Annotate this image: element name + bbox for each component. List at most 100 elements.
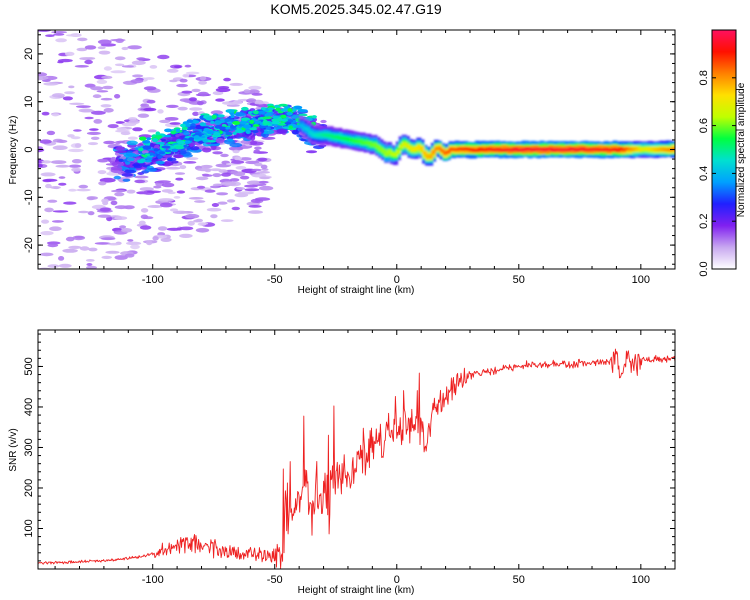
spectrogram-cell — [185, 71, 200, 75]
spectrogram-xtick-label: -100 — [142, 274, 164, 286]
spectrogram-cell — [248, 85, 262, 90]
spectrogram-cell — [55, 164, 70, 168]
spectrogram-cell — [157, 54, 170, 60]
spectrogram-cell — [242, 124, 252, 129]
spectrogram-cell — [161, 189, 174, 193]
spectrogram-cell — [90, 110, 106, 115]
spectrogram-ridge-cell — [410, 147, 416, 152]
spectrogram-ridge-cell — [606, 148, 612, 152]
spectrogram-ridge-cell — [316, 133, 322, 137]
spectrogram-ytick-label: 10 — [23, 96, 35, 108]
spectrogram-cell — [198, 80, 208, 85]
spectrogram-ridge-cell — [428, 154, 434, 159]
spectrogram-cell — [157, 109, 164, 114]
spectrogram-cell — [287, 108, 293, 113]
spectrogram-cell — [169, 79, 178, 83]
colorbar-tick-label: 0.0 — [698, 261, 710, 276]
spectrogram-cell — [137, 113, 150, 118]
spectrogram-cell — [199, 76, 207, 81]
spectrogram-cell — [230, 135, 237, 139]
spectrogram-ridge-cell — [346, 137, 352, 142]
spectrogram-cell — [233, 171, 246, 177]
spectrogram-ridge-cell — [322, 133, 328, 138]
spectrogram-cell — [239, 175, 250, 180]
spectrogram-ridge-cell — [328, 133, 334, 138]
spectrogram-cell — [258, 185, 274, 191]
spectrogram-cell — [184, 64, 192, 68]
spectrogram-ridge-cell — [395, 149, 401, 154]
spectrogram-cell — [114, 216, 128, 221]
spectrogram-ridge-cell — [504, 148, 510, 152]
colorbar-label: Normalized spectral amplitude — [736, 82, 747, 217]
spectrogram-frame — [37, 29, 676, 270]
spectrogram-cell — [225, 109, 235, 113]
spectrogram-cell — [146, 240, 153, 246]
spectrogram-ridge-cell — [480, 148, 486, 152]
spectrogram-ridge-cell — [633, 147, 639, 151]
spectrogram-cell — [71, 167, 81, 172]
spectrogram-cell — [238, 191, 255, 195]
spectrogram-cell — [163, 160, 174, 166]
spectrogram-cell — [101, 198, 109, 204]
spectrogram-cell — [44, 207, 54, 213]
spectrogram-ridge-cell — [638, 147, 645, 151]
colorbar-ticks: 0.0 0.2 0.4 0.6 0.8 — [698, 70, 736, 277]
spectrogram-cell — [114, 56, 126, 61]
spectrogram-cell — [165, 166, 181, 170]
spectrogram-ridge-cell — [363, 140, 369, 145]
spectrogram-cell — [68, 188, 77, 192]
spectrogram-cell — [56, 139, 68, 143]
spectrogram-cell — [243, 89, 251, 94]
spectrogram-ridge-cell — [313, 133, 319, 138]
spectrogram-cell — [153, 185, 162, 189]
spectrogram-cell — [50, 160, 67, 165]
spectrogram-ridge-cell — [331, 135, 337, 139]
spectrogram-cell — [187, 220, 195, 226]
spectrogram-cell — [249, 127, 258, 131]
spectrogram-ridge-cell — [398, 144, 404, 149]
spectrogram-ridge-cell — [445, 150, 451, 154]
colorbar-tick-label: 0.2 — [698, 214, 710, 229]
spectrogram-cell — [232, 121, 241, 125]
spectrogram-cell — [259, 176, 271, 180]
spectrogram-ridge-cell — [515, 148, 522, 152]
spectrogram-cell — [158, 151, 166, 155]
spectrogram-cell — [38, 146, 43, 149]
spectrogram-marks — [38, 30, 675, 269]
snr-xtick-label: 50 — [513, 574, 525, 586]
spectrogram-cell — [189, 146, 200, 151]
spectrogram-cell — [195, 228, 210, 233]
spectrogram-cell — [55, 38, 67, 43]
spectrogram-cell — [98, 50, 111, 55]
spectrogram-ridge-cell — [325, 133, 331, 138]
spectrogram-cell — [264, 113, 270, 117]
spectrogram-ridge-cell — [477, 147, 483, 151]
spectrogram-ridge-cell — [656, 147, 662, 152]
spectrogram-cell — [280, 114, 287, 119]
spectrogram-ridge-cell — [454, 147, 460, 152]
spectrogram-cell — [284, 122, 292, 125]
spectrogram-cell — [171, 148, 179, 153]
spectrogram-cell — [220, 153, 229, 158]
spectrogram-ridge-cell — [305, 127, 311, 132]
spectrogram-cell — [270, 120, 280, 125]
spectrogram-cell — [85, 259, 95, 262]
spectrogram-ridge-cell — [439, 149, 445, 153]
spectrogram-cell — [74, 65, 89, 68]
spectrogram-ridge-cell — [571, 147, 577, 151]
spectrogram-cell — [153, 148, 159, 152]
spectrogram-cell — [128, 117, 138, 121]
spectrogram-cell — [101, 255, 112, 259]
spectrogram-cell — [212, 173, 222, 178]
spectrogram-cell — [186, 157, 199, 161]
spectrogram-cell — [105, 250, 120, 254]
spectrogram-cell — [262, 119, 268, 124]
spectrogram-cell — [121, 46, 129, 51]
spectrogram-cell — [184, 141, 192, 144]
spectrogram-ridge-cell — [372, 143, 378, 147]
spectrogram-cell — [164, 149, 172, 153]
spectrogram-cell — [318, 144, 327, 148]
spectrogram-ridge-cell — [351, 138, 358, 143]
spectrogram-cell — [119, 225, 127, 229]
spectrogram-cell — [192, 111, 200, 117]
